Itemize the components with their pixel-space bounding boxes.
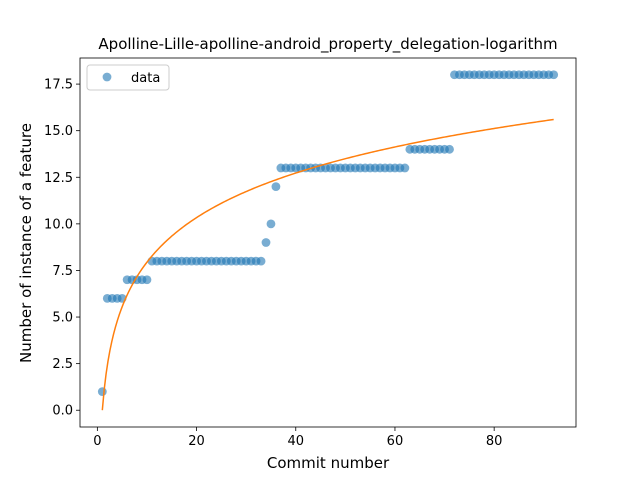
data-point	[142, 275, 152, 285]
y-tick-label: 5.0	[52, 311, 73, 326]
x-tick-label: 80	[486, 434, 503, 449]
data-point	[549, 70, 559, 80]
y-axis-label: Number of instance of a feature	[17, 123, 35, 363]
data-point	[266, 219, 276, 229]
chart-title: Apolline-Lille-apolline-android_property…	[98, 35, 557, 54]
y-tick-label: 7.5	[52, 264, 73, 279]
data-point	[256, 256, 266, 266]
x-tick-label: 20	[188, 434, 205, 449]
y-tick-label: 2.5	[52, 357, 73, 372]
plot-background	[80, 58, 576, 427]
y-tick-label: 10.0	[44, 217, 73, 232]
plot-area	[80, 58, 576, 427]
x-axis-label: Commit number	[267, 454, 390, 472]
y-tick-label: 12.5	[44, 171, 73, 186]
data-point	[261, 238, 271, 247]
y-tick-label: 17.5	[44, 78, 73, 93]
axes: 0 20 40 60 80 0.0 2.5 5.0 7.5 10.0 12.5 15.0 17.5	[44, 57, 577, 449]
legend-box	[86, 64, 170, 91]
x-tick-label: 0	[93, 434, 101, 449]
data-point	[97, 387, 107, 396]
data-point	[271, 182, 281, 191]
x-tick-label: 40	[287, 434, 304, 449]
legend-label: data	[131, 71, 160, 86]
y-tick-label: 15.0	[44, 124, 73, 139]
data-marks	[97, 70, 559, 411]
y-tick-label: 0.0	[52, 404, 73, 419]
data-point	[445, 144, 454, 154]
x-tick-label: 60	[387, 434, 404, 449]
fit-line	[101, 118, 554, 411]
legend-marker	[102, 72, 112, 82]
data-point	[400, 163, 410, 173]
legend: data	[86, 64, 170, 91]
axes-frame	[79, 57, 577, 428]
